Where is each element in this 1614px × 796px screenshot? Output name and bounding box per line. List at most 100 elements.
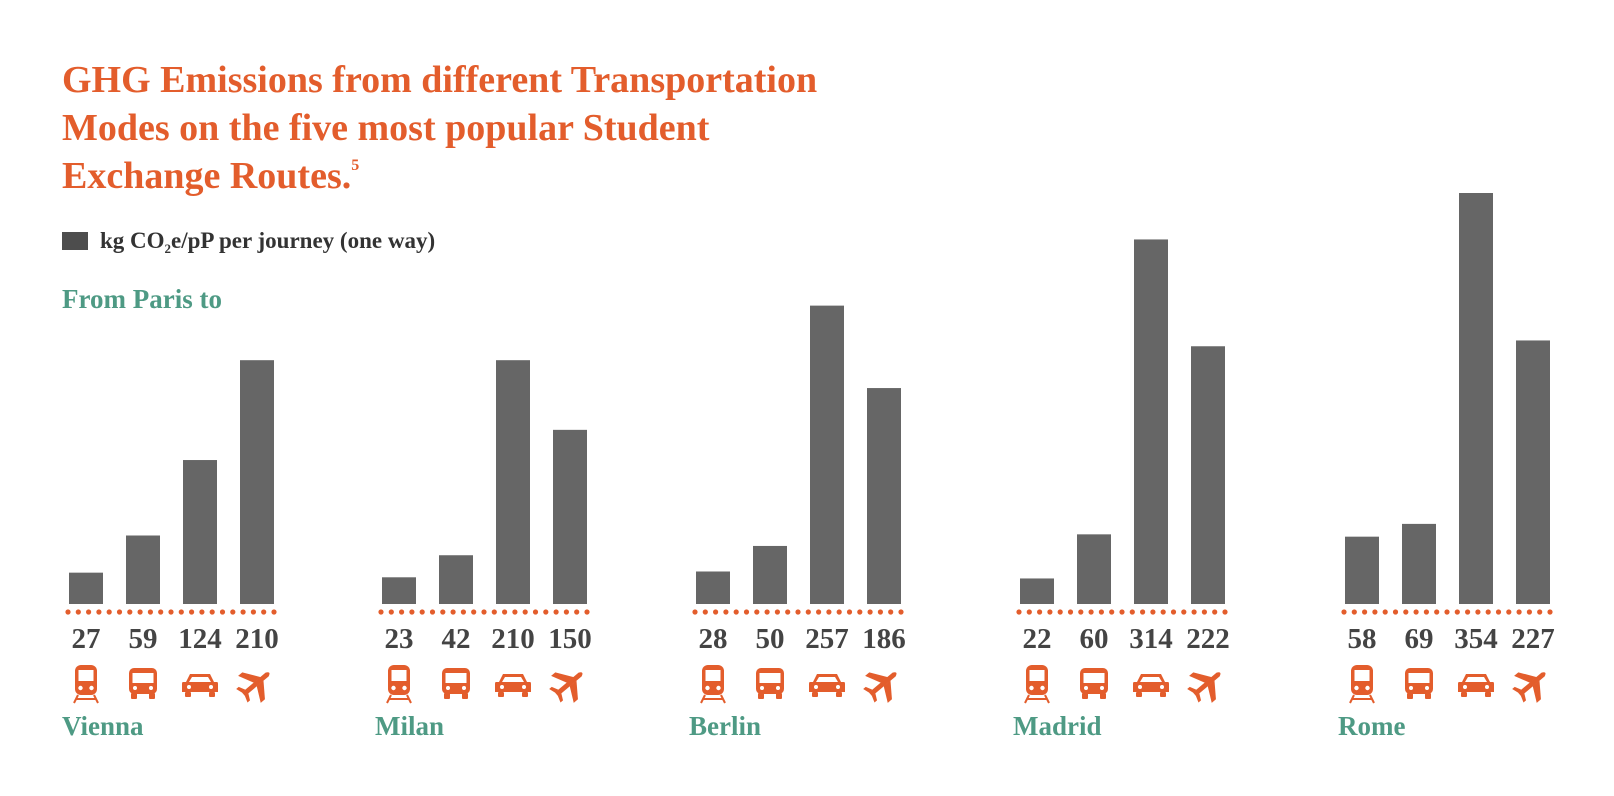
bus-wheel <box>776 693 782 699</box>
bus-light <box>149 686 153 690</box>
bar <box>1077 534 1111 604</box>
train-icon <box>700 665 726 704</box>
bus-light <box>462 686 466 690</box>
baseline-dot <box>147 609 153 615</box>
car-wheel <box>185 692 191 697</box>
legend-suffix: e/pP per journey (one way) <box>171 228 436 253</box>
value-label: 222 <box>1186 623 1230 655</box>
car-icon <box>182 674 218 697</box>
value-label: 124 <box>178 623 222 655</box>
bus-window <box>1083 673 1105 683</box>
plane-fuselage <box>241 672 270 697</box>
baseline-dot <box>816 609 822 615</box>
bus-wheel <box>1100 693 1106 699</box>
train-window <box>78 670 94 681</box>
car-body <box>1458 674 1494 692</box>
baseline-dot <box>723 609 729 615</box>
bar <box>382 577 416 604</box>
baseline-dot <box>491 609 497 615</box>
car-window <box>189 677 211 682</box>
baseline-dot <box>1016 609 1022 615</box>
baseline-dot <box>1109 609 1115 615</box>
plane-shape <box>1187 672 1221 703</box>
baseline-dot <box>898 609 904 615</box>
plane-wing <box>1514 672 1537 683</box>
plane-fuselage <box>868 672 897 697</box>
baseline-dot <box>502 609 508 615</box>
train-window <box>391 670 407 681</box>
value-label: 210 <box>491 623 535 655</box>
city-label: Vienna <box>62 711 144 741</box>
baseline-dot <box>388 609 394 615</box>
plane-tail <box>1520 693 1527 703</box>
chart-subtitle: From Paris to <box>62 284 222 314</box>
title-line-1: GHG Emissions from different Transportat… <box>62 59 818 101</box>
bus-icon <box>1080 668 1108 699</box>
baseline-dot <box>754 609 760 615</box>
baseline-dot <box>1392 609 1399 615</box>
baseline-dot <box>1506 609 1512 615</box>
baseline-dot <box>1423 609 1429 615</box>
baseline-dot <box>584 609 590 615</box>
car-wheel <box>1485 692 1491 697</box>
car-wheel <box>209 692 215 697</box>
baseline-dot <box>96 609 102 615</box>
bus-wheel <box>444 693 450 699</box>
train-light <box>1354 685 1359 691</box>
baseline-dot <box>877 609 884 615</box>
baseline-dot <box>230 609 236 615</box>
value-label: 60 <box>1080 623 1109 655</box>
baseline-dot <box>1140 609 1146 615</box>
baseline-dot <box>553 609 559 615</box>
plane-tail <box>1187 686 1197 693</box>
plane-tail <box>871 693 878 703</box>
bar <box>753 545 787 604</box>
baseline-dot <box>1191 609 1197 615</box>
baseline-dot <box>75 609 81 615</box>
baseline-dot <box>1160 609 1166 615</box>
value-label: 23 <box>385 623 414 655</box>
baseline-dot <box>1444 609 1450 615</box>
baseline-dot <box>1516 609 1522 615</box>
baseline-dot <box>543 609 549 615</box>
baseline-dot <box>1119 609 1125 615</box>
train-rails <box>73 694 99 704</box>
plane-wing <box>256 680 265 703</box>
baseline-dot <box>692 609 698 615</box>
bar <box>1020 578 1054 604</box>
baseline-dot <box>261 609 267 615</box>
dotted-baseline <box>1016 609 1228 615</box>
baseline-dot <box>168 609 174 615</box>
car-icon <box>1458 674 1494 697</box>
bar <box>696 571 730 604</box>
value-label: 210 <box>235 623 279 655</box>
bar <box>496 360 530 604</box>
bar <box>1402 523 1436 604</box>
train-light <box>1029 685 1034 691</box>
baseline-dot <box>563 609 570 615</box>
plane-wing <box>883 680 892 703</box>
plane-tail <box>1195 693 1202 703</box>
baseline-dot <box>888 609 894 615</box>
train-icon <box>1024 665 1050 704</box>
city-group-madrid: 22 60 314 222 Madrid <box>1013 239 1230 741</box>
baseline-dot <box>574 609 580 615</box>
baseline-dot <box>1372 609 1378 615</box>
train-rails <box>700 694 726 704</box>
bus-icon <box>442 668 470 699</box>
bar <box>69 572 103 604</box>
plane-shape <box>863 672 897 703</box>
train-icon <box>386 665 412 704</box>
bus-light <box>760 686 764 690</box>
baseline-dot <box>1382 609 1388 615</box>
baseline-dot <box>409 609 415 615</box>
bus-icon <box>129 668 157 699</box>
value-label: 22 <box>1023 623 1052 655</box>
baseline-dot <box>440 609 446 615</box>
baseline-dot <box>1170 609 1177 615</box>
baseline-dot <box>271 609 277 615</box>
bar <box>240 360 274 604</box>
car-light <box>1160 685 1164 689</box>
plane-icon <box>236 672 270 703</box>
city-label: Berlin <box>689 711 761 741</box>
